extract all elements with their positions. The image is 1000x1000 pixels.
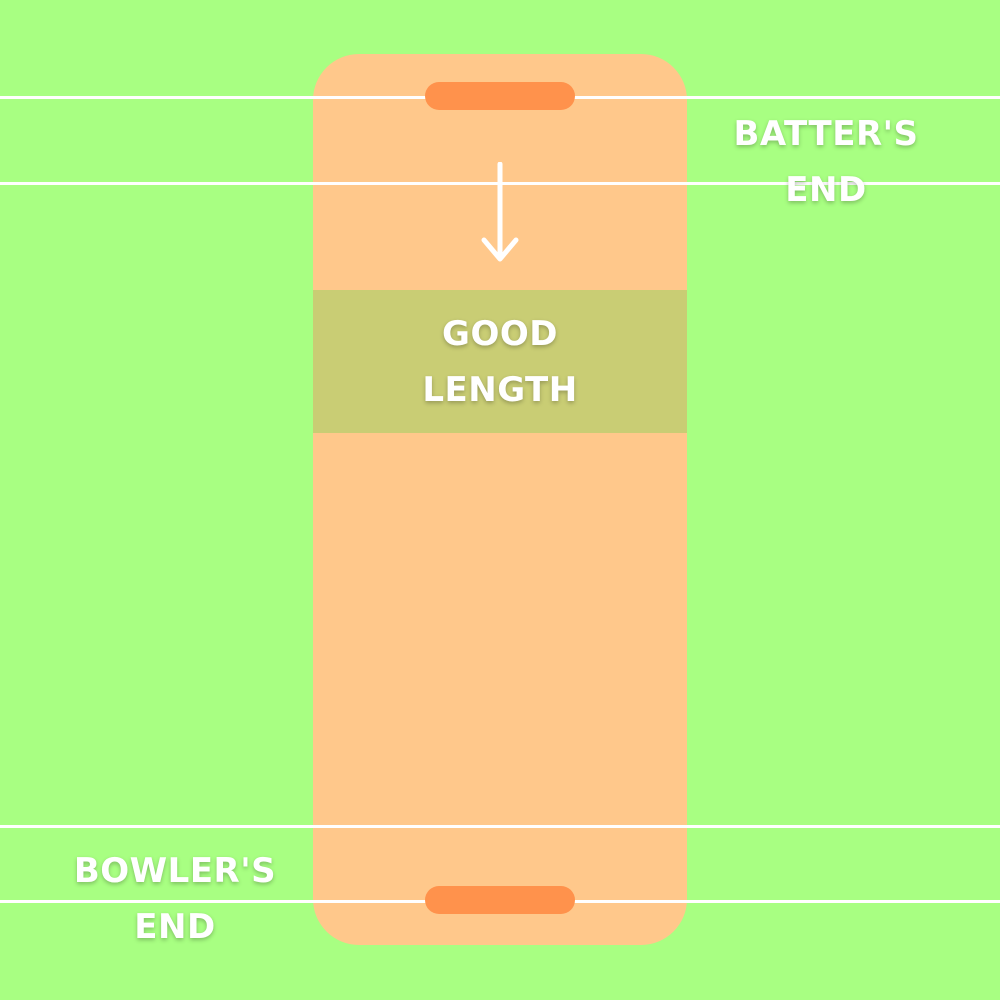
good-length-label-line2: LENGTH (422, 369, 578, 410)
good-length-zone: GOOD LENGTH (313, 290, 687, 433)
good-length-label: GOOD LENGTH (313, 290, 687, 433)
bowlers-end-label-line1: BOWLER'S (73, 851, 277, 891)
batters-end-label-line1: BATTER'S (733, 114, 919, 154)
batters-end-label: BATTER'S END (706, 106, 946, 218)
good-length-label-line1: GOOD (442, 313, 558, 354)
bowlers-end-label: BOWLER'S END (40, 843, 310, 955)
bowler-popping-crease-line (0, 825, 1000, 828)
batter-stumps (425, 82, 575, 110)
bowler-stumps (425, 886, 575, 914)
bowlers-end-label-line2: END (134, 907, 216, 947)
batters-end-label-line2: END (785, 170, 867, 210)
down-arrow-icon (481, 162, 519, 262)
